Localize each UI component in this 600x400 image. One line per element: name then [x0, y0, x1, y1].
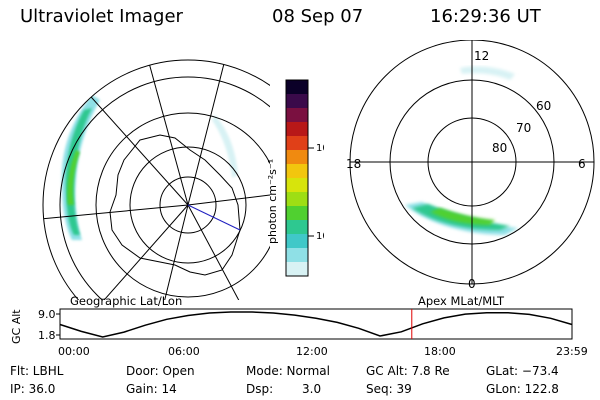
left-panel-label: Geographic Lat/Lon — [70, 294, 183, 308]
mlt-label-bottom: 0 — [468, 277, 476, 291]
xtick-label-0600: 06:00 — [168, 345, 200, 358]
info-gc-alt: GC Alt: 7.8 Re — [366, 364, 450, 378]
colorbar-swatch — [286, 178, 308, 193]
colorbar-swatch — [286, 220, 308, 235]
colorbar-swatch — [286, 150, 308, 165]
info-flt: Flt: LBHL — [10, 364, 64, 378]
instrument-title: Ultraviolet Imager — [20, 6, 183, 27]
xtick-label-2359: 23:59 — [556, 345, 588, 358]
colorbar-swatch — [286, 94, 308, 109]
nadir-line — [187, 204, 241, 231]
colorbar-unit: photon cm⁻²s⁻¹ — [266, 159, 279, 244]
latitude-circles — [43, 60, 270, 300]
geographic-map — [42, 59, 270, 300]
xtick-label-0000: 00:00 — [58, 345, 90, 358]
auroral-oval-right — [405, 66, 518, 235]
colorbar-swatch — [286, 136, 308, 151]
colorbar-swatch — [286, 164, 308, 179]
antarctica-coastline — [109, 134, 241, 276]
info-ip: IP: 36.0 — [10, 382, 56, 396]
polar-plot: 12 18 6 0 60 70 80 — [346, 40, 595, 291]
auroral-oval-left — [61, 95, 238, 240]
ytick-label-1-8: 1.8 — [38, 329, 56, 342]
timeline-ylabel: GC Alt — [10, 309, 23, 344]
xtick-label-1200: 12:00 — [296, 345, 328, 358]
lat-label-60: 60 — [536, 99, 551, 113]
xtick-label-1800: 18:00 — [424, 345, 456, 358]
timeline-frame — [59, 308, 573, 340]
colorbar-swatch — [286, 262, 308, 277]
right-panel-label: Apex MLat/MLT — [418, 294, 505, 308]
mlt-label-right: 6 — [578, 157, 586, 171]
info-seq: Seq: 39 — [366, 382, 412, 396]
ytick-label-9: 9.0 — [38, 308, 56, 321]
altitude-timeline: 9.0 1.8 GC Alt 00:00 06:00 12:00 18:00 2… — [10, 308, 588, 358]
lat-label-70: 70 — [516, 121, 531, 135]
colorbar: 100 10 photon cm⁻²s⁻¹ — [266, 79, 324, 277]
colorbar-swatch — [286, 206, 308, 221]
info-dsp: Dsp: — [246, 382, 274, 396]
colorbar-tick-10: 10 — [316, 231, 324, 242]
info-gain: Gain: 14 — [126, 382, 177, 396]
colorbar-swatch — [286, 234, 308, 249]
coastline-fragment — [43, 60, 51, 81]
mlt-label-left: 18 — [346, 157, 361, 171]
colorbar-swatch — [286, 80, 308, 95]
info-door: Door: Open — [126, 364, 195, 378]
info-dsp-value: 3.0 — [302, 382, 322, 396]
colorbar-swatch — [286, 248, 308, 263]
altitude-curve — [59, 311, 573, 338]
lat-label-80: 80 — [492, 141, 507, 155]
time-label: 16:29:36 UT — [430, 6, 541, 27]
colorbar-swatch — [286, 192, 308, 207]
colorbar-tick-100: 100 — [316, 143, 324, 154]
info-glon: GLon: 122.8 — [486, 382, 559, 396]
colorbar-swatch — [286, 108, 308, 123]
info-mode: Mode: Normal — [246, 364, 330, 378]
info-glat: GLat: −73.4 — [486, 364, 559, 378]
date-label: 08 Sep 07 — [272, 6, 364, 27]
mlt-label-top: 12 — [474, 49, 489, 63]
colorbar-swatch — [286, 122, 308, 137]
